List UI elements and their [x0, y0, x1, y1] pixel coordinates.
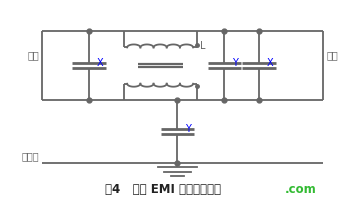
Text: Y: Y — [232, 59, 238, 69]
Text: L: L — [200, 41, 206, 51]
Text: Y: Y — [185, 124, 191, 134]
Text: X: X — [267, 59, 273, 69]
Text: X: X — [97, 59, 103, 69]
Text: 屏蔽地: 屏蔽地 — [21, 151, 39, 161]
Text: .com: .com — [285, 183, 317, 196]
Text: 输出: 输出 — [326, 50, 338, 60]
Text: 输入: 输入 — [27, 50, 39, 60]
Text: 图4   电源 EMI 滤波器电路图: 图4 电源 EMI 滤波器电路图 — [105, 183, 221, 196]
